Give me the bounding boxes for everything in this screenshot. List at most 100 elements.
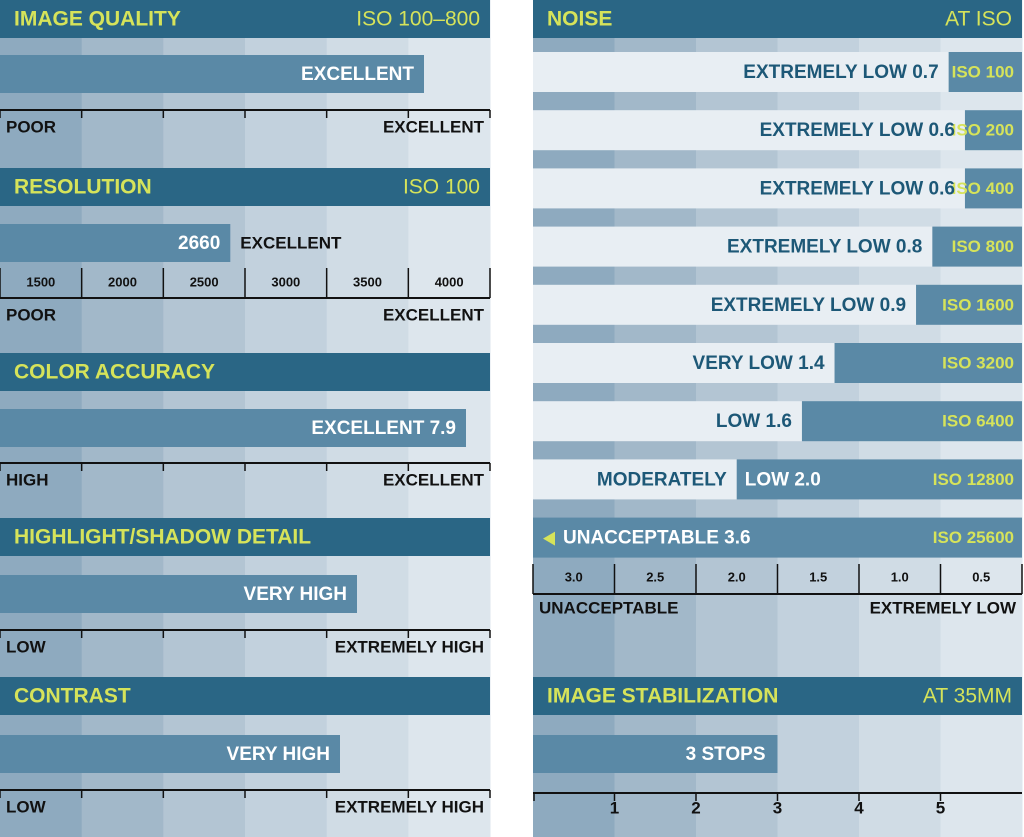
noise-rating: LOW 1.6 xyxy=(716,411,792,432)
rating-text: LOW xyxy=(745,469,789,490)
x-tick-label: 4 xyxy=(854,798,864,817)
scale-label: EXTREMELY HIGH xyxy=(335,797,484,816)
off-scale-arrow xyxy=(543,531,555,546)
bar-rating: EXCELLENT xyxy=(301,64,414,85)
section-subtitle: AT 35MM xyxy=(923,685,1012,708)
noise-light xyxy=(533,110,965,151)
rating-text: EXCELLENT xyxy=(311,418,424,439)
section-subtitle: AT ISO xyxy=(945,8,1012,31)
x-tick-label: 1 xyxy=(610,798,619,817)
rating-value: 1.4 xyxy=(798,353,825,374)
noise-rating: UNACCEPTABLE 3.6 xyxy=(563,528,751,549)
section-header xyxy=(0,677,490,715)
section-subtitle: ISO 100–800 xyxy=(356,8,480,31)
section-title: RESOLUTION xyxy=(14,176,152,199)
rating-text: EXCELLENT xyxy=(301,64,414,85)
noise-light xyxy=(533,284,917,325)
x-tick-label: 2 xyxy=(691,798,700,817)
rating-text: EXTREMELY LOW xyxy=(760,120,924,141)
iso-label: ISO 6400 xyxy=(942,412,1014,431)
noise-light xyxy=(533,226,933,267)
noise-bar xyxy=(801,401,1022,442)
section-title: COLOR ACCURACY xyxy=(14,361,215,384)
section-title: NOISE xyxy=(547,8,612,31)
iso-label: ISO 25600 xyxy=(933,528,1014,547)
bar xyxy=(0,224,231,262)
rating-text: LOW xyxy=(716,411,760,432)
scale-label: EXCELLENT xyxy=(383,470,485,489)
scale-label: EXTREMELY LOW xyxy=(870,598,1017,617)
scale-label: EXTREMELY HIGH xyxy=(335,637,484,656)
noise-rating: MODERATELY xyxy=(597,469,727,490)
scale-label: UNACCEPTABLE xyxy=(539,598,678,617)
bar xyxy=(0,55,424,93)
noise-light xyxy=(533,52,949,92)
iso-label: ISO 100 xyxy=(952,62,1014,81)
section-header xyxy=(0,0,490,38)
x-tick-label: 1.5 xyxy=(809,569,827,584)
iso-label: ISO 12800 xyxy=(933,470,1014,489)
bar-rating: EXCELLENT xyxy=(240,233,342,252)
noise-light xyxy=(533,401,802,442)
rating-value: 0.9 xyxy=(880,295,906,316)
bar-value: 3 STOPS xyxy=(686,744,766,765)
x-tick-label: 3000 xyxy=(271,274,300,289)
iso-label: ISO 1600 xyxy=(942,295,1014,314)
scale-label: HIGH xyxy=(6,470,49,489)
x-tick-label: 1500 xyxy=(26,274,55,289)
iso-label: ISO 200 xyxy=(952,121,1014,140)
noise-bar xyxy=(916,284,1022,325)
noise-light xyxy=(533,343,835,383)
scale-label: POOR xyxy=(6,117,56,136)
scale-label: LOW xyxy=(6,797,47,816)
section-header xyxy=(0,518,490,556)
section-title: IMAGE QUALITY xyxy=(14,8,181,31)
bar-rating: VERY HIGH xyxy=(227,744,330,765)
noise-rating: EXTREMELY LOW 0.8 xyxy=(727,237,922,258)
rating-value: 1.6 xyxy=(766,411,792,432)
rating-text: EXTREMELY LOW xyxy=(760,178,924,199)
x-tick-label: 2.0 xyxy=(728,569,746,584)
bar-rating: EXCELLENT 7.9 xyxy=(311,418,456,439)
noise-light xyxy=(533,168,965,209)
x-tick-label: 3 xyxy=(773,798,782,817)
x-tick-label: 1.0 xyxy=(891,569,909,584)
noise-rating: VERY LOW 1.4 xyxy=(693,353,825,374)
x-tick-label: 2.5 xyxy=(646,569,664,584)
noise-rating: EXTREMELY LOW 0.7 xyxy=(743,62,938,83)
section-subtitle: ISO 100 xyxy=(403,176,480,199)
scale-label: LOW xyxy=(6,637,47,656)
noise-rating: EXTREMELY LOW 0.9 xyxy=(711,295,906,316)
rating-value: 7.9 xyxy=(430,418,456,439)
scale-label: POOR xyxy=(6,305,56,324)
iso-label: ISO 800 xyxy=(952,237,1014,256)
section-title: HIGHLIGHT/SHADOW DETAIL xyxy=(14,526,311,549)
x-tick-label: 2500 xyxy=(190,274,219,289)
section-header xyxy=(0,353,490,391)
noise-light xyxy=(533,459,737,500)
x-tick-label: 5 xyxy=(936,798,945,817)
rating-value: 0.6 xyxy=(929,120,955,141)
x-tick-label: 3.0 xyxy=(565,569,583,584)
noise-bar xyxy=(948,52,1022,92)
bar-value: 2660 xyxy=(178,233,220,254)
rating-text: VERY LOW xyxy=(693,353,793,374)
rating-value: 2.0 xyxy=(794,469,820,490)
rating-text: EXTREMELY LOW xyxy=(727,237,891,258)
section-title: CONTRAST xyxy=(14,685,131,708)
bar-rating: VERY HIGH xyxy=(244,584,347,605)
section-header xyxy=(533,0,1022,38)
rating-value: 0.6 xyxy=(929,178,955,199)
noise-rating: EXTREMELY LOW 0.6 xyxy=(760,120,955,141)
section-title: IMAGE STABILIZATION xyxy=(547,685,778,708)
section-header xyxy=(533,677,1022,715)
scale-label: EXCELLENT xyxy=(383,117,485,136)
noise-bar xyxy=(932,226,1022,267)
noise-bar xyxy=(964,168,1022,209)
rating-text: EXTREMELY LOW xyxy=(711,295,875,316)
x-tick-label: 0.5 xyxy=(972,569,990,584)
x-tick-label: 4000 xyxy=(435,274,464,289)
rating-value: 0.7 xyxy=(912,62,938,83)
rating-value: 3.6 xyxy=(724,528,750,549)
